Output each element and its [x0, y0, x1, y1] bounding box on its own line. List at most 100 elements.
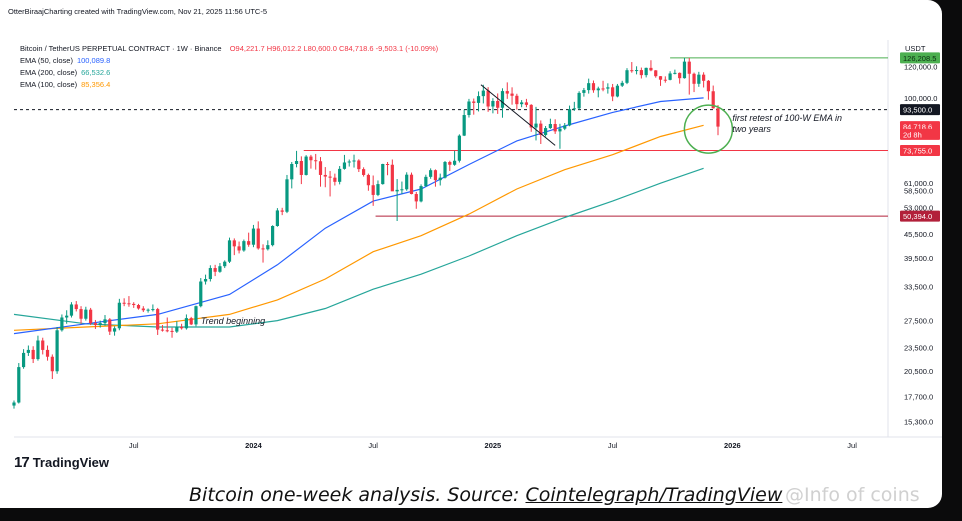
- candle-body[interactable]: [98, 323, 102, 326]
- candle-body[interactable]: [620, 82, 624, 86]
- candle-body[interactable]: [280, 210, 284, 212]
- price-tag-badge[interactable]: [900, 128, 940, 140]
- candle-body[interactable]: [634, 70, 639, 72]
- candle-body[interactable]: [271, 226, 275, 246]
- retest-circle[interactable]: [683, 104, 734, 154]
- candle-body[interactable]: [424, 176, 428, 187]
- candle-body[interactable]: [462, 115, 466, 136]
- candle-body[interactable]: [658, 76, 663, 80]
- candle-body[interactable]: [457, 135, 461, 161]
- candle-body[interactable]: [476, 96, 481, 103]
- candle-body[interactable]: [433, 170, 438, 181]
- candle-body[interactable]: [711, 91, 715, 109]
- candle-body[interactable]: [175, 326, 179, 332]
- candle-body[interactable]: [333, 177, 337, 182]
- candle-body[interactable]: [429, 170, 433, 177]
- candle-body[interactable]: [232, 240, 236, 247]
- candle-body[interactable]: [682, 61, 687, 79]
- candle-body[interactable]: [697, 74, 701, 84]
- candle-body[interactable]: [414, 194, 418, 202]
- candle-body[interactable]: [170, 330, 174, 332]
- candle-body[interactable]: [136, 305, 141, 309]
- candle-body[interactable]: [615, 85, 620, 97]
- candle-body[interactable]: [318, 161, 323, 175]
- candle-body[interactable]: [285, 179, 289, 212]
- candle-body[interactable]: [122, 302, 126, 304]
- candle-body[interactable]: [218, 266, 222, 272]
- candle-body[interactable]: [294, 160, 299, 165]
- ema-200-legend[interactable]: EMA (200, close) 66,532.6: [20, 68, 110, 77]
- candle-body[interactable]: [668, 73, 672, 80]
- candle-body[interactable]: [180, 326, 184, 329]
- candle-body[interactable]: [36, 340, 40, 360]
- candle-body[interactable]: [543, 128, 548, 135]
- candle-body[interactable]: [17, 367, 21, 403]
- candle-body[interactable]: [510, 93, 514, 96]
- candle-body[interactable]: [69, 304, 74, 316]
- price-chart[interactable]: Trend beginning first retest of 100-W EMA…: [0, 0, 942, 508]
- candle-body[interactable]: [448, 161, 452, 165]
- candle-body[interactable]: [381, 164, 385, 185]
- candle-body[interactable]: [328, 176, 332, 178]
- candle-body[interactable]: [548, 124, 552, 129]
- candle-body[interactable]: [41, 340, 45, 350]
- tradingview-logo[interactable]: 17 TradingView: [14, 454, 109, 471]
- candle-body[interactable]: [199, 281, 203, 307]
- candle-body[interactable]: [309, 156, 313, 161]
- candle-body[interactable]: [184, 318, 189, 329]
- price-tag-badge[interactable]: [900, 104, 940, 116]
- candle-body[interactable]: [55, 330, 59, 372]
- candle-body[interactable]: [314, 160, 318, 162]
- candle-body[interactable]: [242, 241, 246, 251]
- candle-body[interactable]: [467, 101, 471, 116]
- candle-body[interactable]: [520, 102, 524, 105]
- price-tag-badge[interactable]: [900, 144, 940, 156]
- candle-body[interactable]: [405, 174, 409, 190]
- candle-body[interactable]: [227, 240, 232, 262]
- candle-body[interactable]: [247, 241, 251, 245]
- candle-body[interactable]: [663, 79, 667, 81]
- candle-body[interactable]: [208, 268, 212, 280]
- candle-body[interactable]: [108, 319, 112, 332]
- candle-body[interactable]: [673, 72, 677, 74]
- candle-body[interactable]: [409, 174, 414, 195]
- candle-body[interactable]: [481, 90, 485, 97]
- candle-body[interactable]: [385, 164, 390, 166]
- candle-body[interactable]: [26, 349, 30, 353]
- candle-body[interactable]: [156, 309, 160, 330]
- candle-body[interactable]: [438, 177, 442, 181]
- candle-body[interactable]: [323, 174, 327, 177]
- candle-body[interactable]: [567, 109, 572, 126]
- candle-body[interactable]: [515, 95, 519, 105]
- candle-body[interactable]: [299, 160, 303, 175]
- candle-body[interactable]: [395, 189, 399, 192]
- candle-body[interactable]: [534, 123, 538, 128]
- candle-body[interactable]: [31, 349, 35, 360]
- candle-body[interactable]: [371, 185, 375, 195]
- candle-body[interactable]: [342, 162, 347, 169]
- candle-body[interactable]: [304, 156, 308, 175]
- candle-body[interactable]: [146, 309, 150, 311]
- candle-body[interactable]: [596, 88, 600, 91]
- candle-body[interactable]: [611, 87, 615, 97]
- candle-body[interactable]: [261, 248, 265, 250]
- ema-100-legend[interactable]: EMA (100, close) 85,356.4: [20, 80, 110, 89]
- candle-body[interactable]: [706, 80, 711, 92]
- candle-body[interactable]: [376, 184, 380, 195]
- candle-body[interactable]: [194, 306, 198, 325]
- candle-body[interactable]: [79, 309, 83, 319]
- candle-body[interactable]: [702, 74, 706, 81]
- candle-body[interactable]: [524, 102, 529, 105]
- candle-body[interactable]: [141, 308, 145, 311]
- candle-body[interactable]: [352, 160, 356, 162]
- candle-body[interactable]: [213, 268, 217, 272]
- candle-body[interactable]: [577, 92, 581, 109]
- candle-body[interactable]: [93, 323, 98, 326]
- candle-body[interactable]: [539, 123, 543, 135]
- candle-body[interactable]: [45, 349, 50, 357]
- candle-body[interactable]: [591, 83, 596, 91]
- candle-body[interactable]: [84, 309, 88, 319]
- candle-body[interactable]: [251, 228, 256, 245]
- candle-body[interactable]: [65, 315, 69, 318]
- candle-body[interactable]: [692, 73, 696, 84]
